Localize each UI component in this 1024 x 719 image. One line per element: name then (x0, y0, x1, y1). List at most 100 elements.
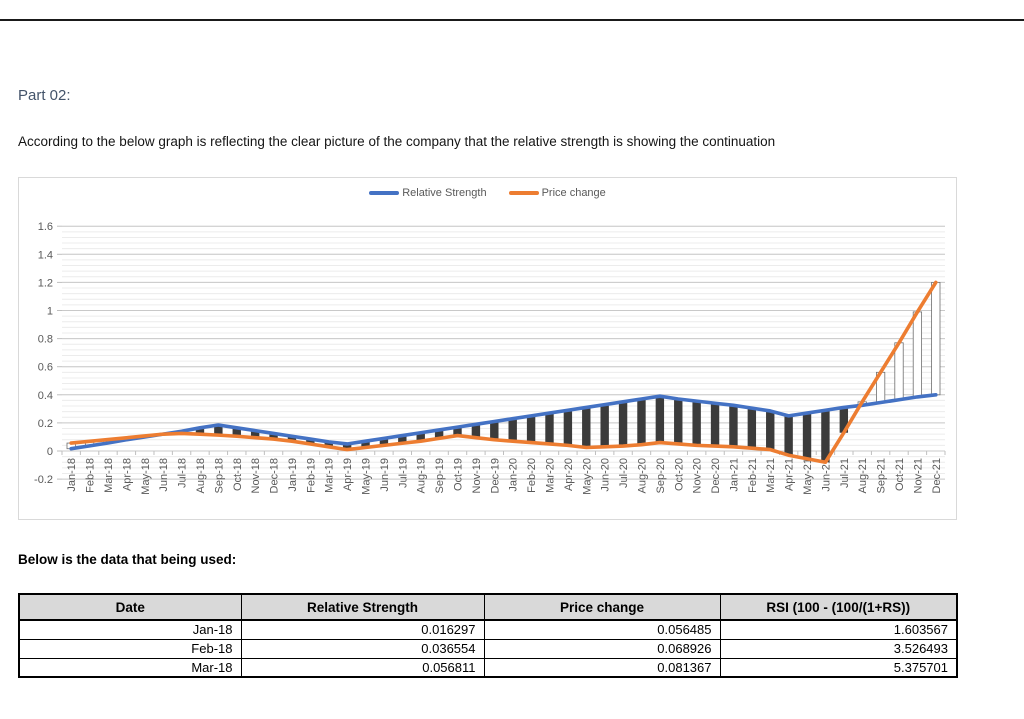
x-axis-label: Aug-21 (857, 458, 869, 493)
x-axis-label: Jun-19 (379, 458, 391, 492)
x-axis-label: Apr-19 (342, 458, 354, 491)
down-bar (361, 441, 370, 448)
down-bar (379, 438, 389, 446)
down-bar (490, 421, 499, 440)
x-axis-label: Jul-19 (397, 458, 409, 488)
down-bar (582, 407, 591, 448)
down-bar (618, 401, 628, 447)
legend-label: Relative Strength (402, 187, 487, 199)
x-axis-label: Aug-19 (416, 458, 428, 493)
y-axis-label: 0.6 (38, 362, 53, 374)
down-bar (674, 399, 683, 444)
down-bar (508, 418, 517, 442)
x-axis-label: Apr-20 (563, 458, 575, 491)
value-cell: 5.375701 (719, 657, 958, 678)
x-axis-label: Jul-21 (839, 458, 851, 488)
down-bar (729, 405, 738, 447)
x-axis-label: Oct-20 (673, 458, 685, 491)
x-axis-label: Sep-21 (876, 458, 888, 493)
table-caption: Below is the data that being used: (18, 552, 237, 567)
x-axis-label: Apr-18 (121, 458, 133, 491)
x-axis-label: Mar-18 (103, 458, 115, 493)
down-bar (342, 443, 352, 450)
down-bar (821, 410, 830, 463)
x-axis-label: Feb-18 (85, 458, 97, 493)
down-bar (784, 415, 793, 456)
down-bar (324, 441, 333, 447)
down-bar (269, 433, 278, 440)
down-bar (655, 396, 665, 443)
down-bar (287, 436, 297, 442)
down-bar (434, 429, 444, 439)
x-axis-label: Sep-18 (213, 458, 225, 493)
down-bar (416, 432, 425, 442)
data-table: Date Relative Strength Price change RSI … (18, 593, 958, 678)
value-cell: 0.016297 (240, 619, 485, 640)
legend-item-price-change: Price change (508, 187, 606, 199)
intro-paragraph: According to the below graph is reflecti… (18, 134, 776, 149)
x-axis-label: Sep-20 (655, 458, 667, 493)
x-axis-label: May-18 (140, 458, 152, 495)
down-bar (250, 430, 260, 438)
y-axis-label: 0.4 (38, 390, 53, 402)
up-bar (894, 342, 904, 401)
up-bar (931, 282, 941, 396)
x-axis-label: Jan-20 (508, 458, 520, 492)
header-date: Date (18, 593, 242, 621)
up-bar (912, 311, 923, 398)
header-relative-strength: Relative Strength (240, 593, 485, 621)
x-axis-label: Jun-21 (820, 458, 832, 492)
x-axis-label: May-20 (581, 458, 593, 495)
down-bar (747, 408, 757, 449)
y-axis-label: 1.4 (38, 249, 53, 261)
x-axis-label: Nov-18 (250, 458, 262, 493)
x-axis-label: Aug-20 (636, 458, 648, 493)
relative-strength-swatch-icon (369, 191, 400, 195)
down-bar (306, 439, 315, 444)
x-axis-label: May-21 (802, 458, 814, 495)
table-row: Mar-18 0.056811 0.081367 5.375701 (18, 657, 958, 678)
down-bar (214, 425, 223, 436)
x-axis-label: Oct-21 (894, 458, 906, 491)
table-row: Feb-18 0.036554 0.068926 3.526493 (18, 638, 958, 659)
down-bar (563, 410, 573, 446)
x-axis-label: Apr-21 (784, 458, 796, 491)
legend-item-relative-strength: Relative Strength (369, 187, 487, 199)
y-axis-label: 0 (47, 446, 53, 458)
legend-label: Price change (541, 187, 606, 199)
x-axis-label: Feb-21 (747, 458, 759, 493)
value-cell: 0.056485 (483, 619, 721, 640)
value-cell: 0.036554 (240, 638, 485, 659)
header-rsi: RSI (100 - (100/(1+RS)) (719, 593, 958, 621)
x-axis-label: Jun-18 (158, 458, 170, 492)
y-axis-label: 1.2 (38, 277, 53, 289)
x-axis-label: Feb-19 (305, 458, 317, 493)
x-axis-label: May-19 (361, 458, 373, 495)
x-axis-label: Jul-18 (177, 458, 189, 488)
top-divider-rule (0, 19, 1024, 21)
chart-plot-area: 1.6 1.4 1.2 1 0.8 0.6 0.4 0.2 0 -0.2 Jan-18 Feb-18 M… (34, 221, 946, 495)
part-title: Part 02: (18, 87, 71, 104)
x-axis-label: Oct-18 (232, 458, 244, 491)
down-bar (471, 424, 481, 438)
down-bar (398, 435, 407, 444)
value-cell: 0.081367 (483, 657, 721, 678)
table-row: Jan-18 0.016297 0.056485 1.603567 (18, 619, 958, 640)
down-bar (637, 399, 646, 445)
series-line-relative-strength (69, 393, 938, 451)
down-bar (692, 401, 701, 446)
chart-legend: Relative Strength Price change (19, 187, 956, 199)
x-axis-label: Nov-20 (692, 458, 704, 493)
down-bar (526, 415, 536, 443)
x-axis-label: Mar-20 (544, 458, 556, 493)
x-axis-label: Mar-19 (324, 458, 336, 493)
x-axis-label: Dec-18 (269, 458, 281, 493)
down-bar (545, 413, 554, 444)
down-bar (766, 410, 775, 450)
y-axis-label: -0.2 (34, 474, 53, 486)
x-axis-label: Jan-18 (66, 458, 78, 492)
down-bar (232, 427, 241, 437)
value-cell: 0.068926 (483, 638, 721, 659)
date-cell: Feb-18 (18, 638, 242, 659)
